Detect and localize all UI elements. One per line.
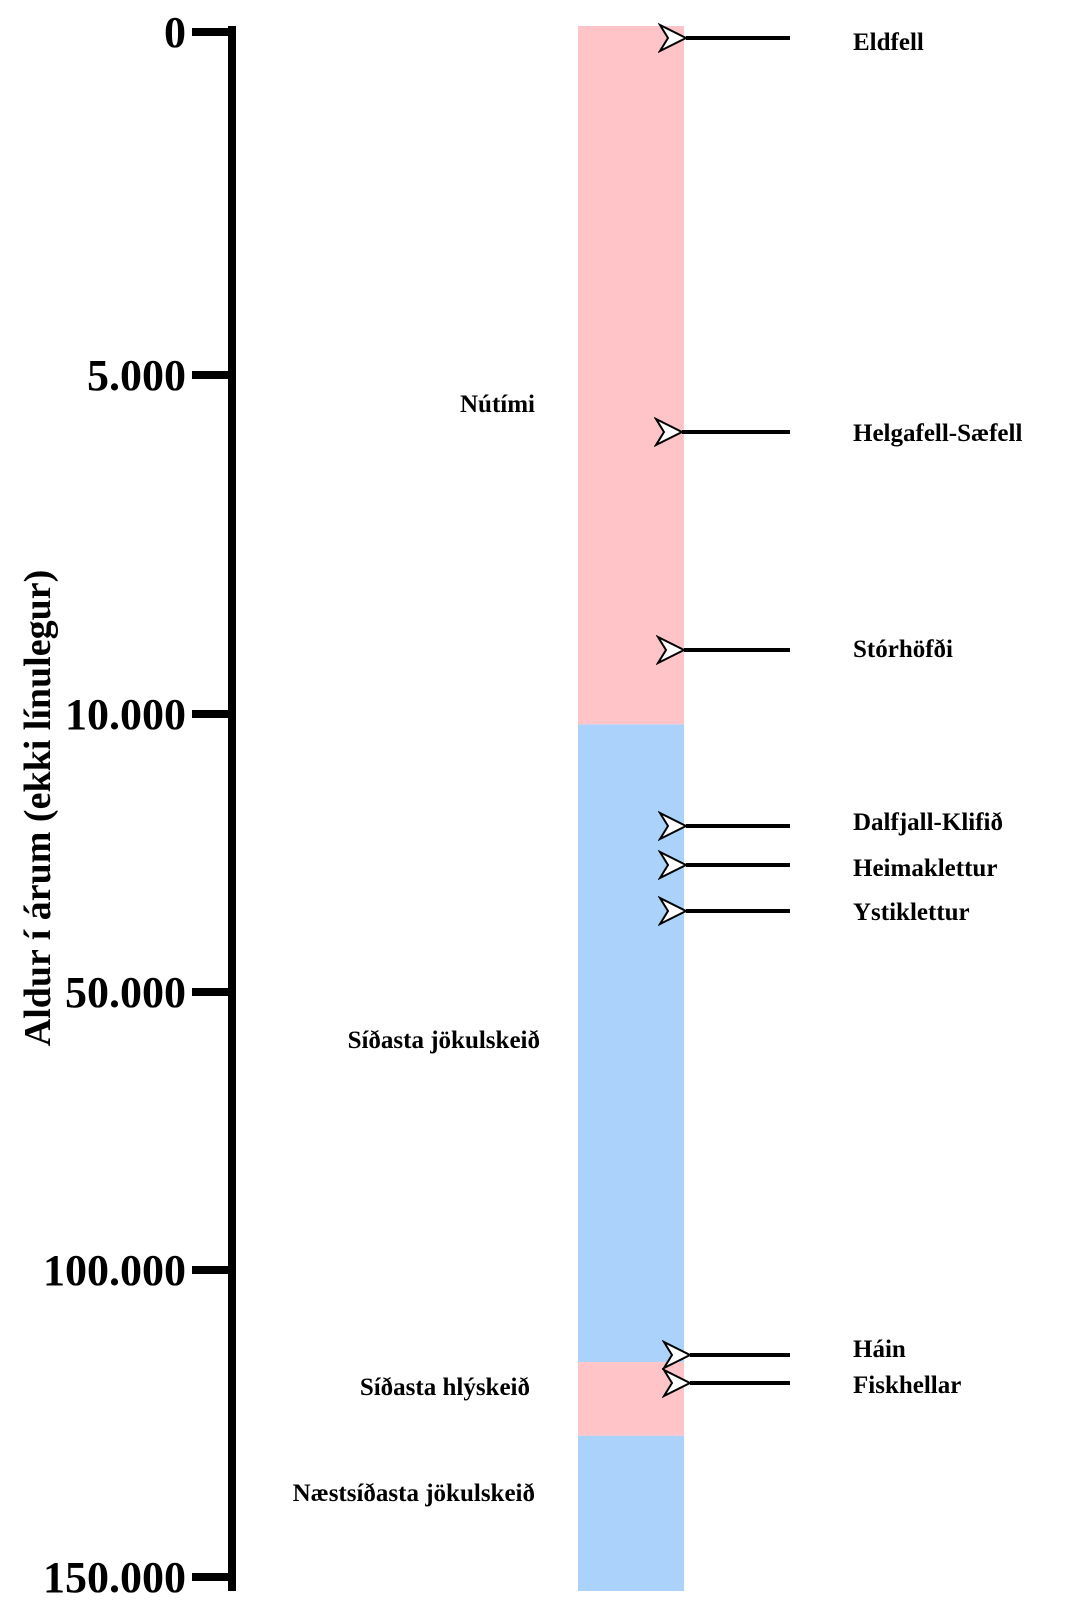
period-label: Næstsíðasta jökulskeið — [293, 1480, 535, 1507]
period-band — [578, 724, 684, 1363]
period-label: Síðasta hlýskeið — [360, 1374, 530, 1401]
event-label: Ystiklettur — [853, 899, 970, 926]
event-label: Helgafell-Sæfell — [853, 420, 1022, 447]
period-labels: Nútími Síðasta jökulskeið Síðasta hlýskeið… — [293, 391, 540, 1507]
period-label: Nútími — [460, 391, 535, 418]
event-label: Stórhöfði — [853, 636, 953, 663]
events: Eldfell Helgafell-Sæfell Stórhöfði Dalfjall… — [682, 29, 1022, 1399]
event-label: Háin — [853, 1336, 906, 1363]
age-axis-title: Aldur í árum (ekki línulegur) — [17, 570, 59, 1046]
age-tick-label: 100.000 — [43, 1246, 186, 1295]
age-tick-label: 0 — [164, 8, 186, 57]
age-axis-ticks: 0 5.000 10.000 50.000 100.000 150.000 — [43, 8, 234, 1602]
period-band — [578, 26, 684, 725]
period-label: Síðasta jökulskeið — [348, 1027, 540, 1054]
age-tick-label: 150.000 — [43, 1553, 186, 1602]
event-label: Fiskhellar — [853, 1372, 961, 1399]
period-band — [578, 1362, 684, 1436]
period-column — [578, 26, 684, 1591]
period-band — [578, 1435, 684, 1591]
event-label: Heimaklettur — [853, 855, 997, 882]
age-axis: 0 5.000 10.000 50.000 100.000 150.000 — [43, 8, 236, 1602]
age-tick-label: 5.000 — [87, 351, 186, 400]
event-label: Dalfjall-Klifið — [853, 809, 1003, 836]
age-tick-label: 50.000 — [65, 968, 186, 1017]
age-tick-label: 10.000 — [65, 690, 186, 739]
event-label: Eldfell — [853, 29, 924, 56]
